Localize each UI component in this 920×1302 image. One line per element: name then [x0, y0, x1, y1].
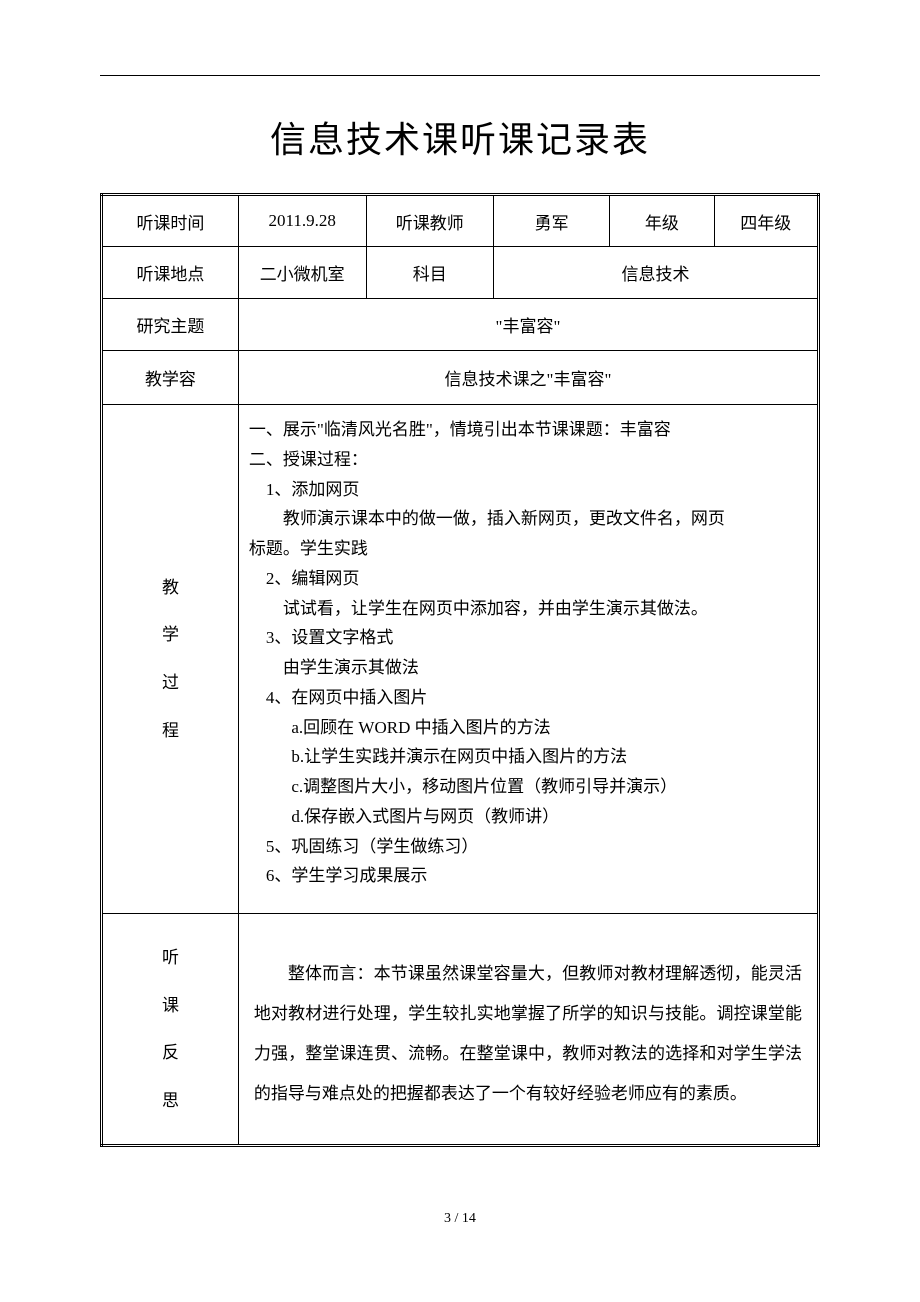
- reflection-row: 听 课 反 思 整体而言：本节课虽然课堂容量大，但教师对教材理解透彻，能灵活地对…: [102, 914, 819, 1146]
- process-line: 由学生演示其做法: [249, 653, 807, 683]
- process-line: 试试看，让学生在网页中添加容，并由学生演示其做法。: [249, 594, 807, 624]
- process-char-2: 过: [162, 659, 179, 707]
- process-line: 5、巩固练习（学生做练习）: [249, 832, 807, 862]
- process-line: c.调整图片大小，移动图片位置（教师引导并演示）: [249, 772, 807, 802]
- time-label: 听课时间: [102, 195, 239, 247]
- process-line: 4、在网页中插入图片: [249, 683, 807, 713]
- process-char-0: 教: [162, 564, 179, 612]
- process-label: 教 学 过 程: [102, 405, 239, 914]
- teacher-value: 勇军: [494, 195, 610, 247]
- process-row: 教 学 过 程 一、展示"临清风光名胜"，情境引出本节课课题：丰富容 二、授课过…: [102, 405, 819, 914]
- process-line: b.让学生实践并演示在网页中插入图片的方法: [249, 742, 807, 772]
- reflection-label: 听 课 反 思: [102, 914, 239, 1146]
- location-label: 听课地点: [102, 247, 239, 299]
- page-title: 信息技术课听课记录表: [100, 111, 820, 163]
- process-content: 一、展示"临清风光名胜"，情境引出本节课课题：丰富容 二、授课过程： 1、添加网…: [238, 405, 818, 914]
- reflection-char-2: 反: [162, 1029, 179, 1077]
- page-number: 3 / 14: [0, 1211, 920, 1227]
- subject-value: 信息技术: [494, 247, 819, 299]
- location-value: 二小微机室: [238, 247, 366, 299]
- content-label: 教学容: [102, 351, 239, 405]
- process-line: a.回顾在 WORD 中插入图片的方法: [249, 713, 807, 743]
- process-line: 教师演示课本中的做一做，插入新网页，更改文件名，网页: [249, 504, 807, 534]
- topic-value: "丰富容": [238, 299, 818, 351]
- header-row-3: 研究主题 "丰富容": [102, 299, 819, 351]
- process-line: 1、添加网页: [249, 475, 807, 505]
- process-line: 二、授课过程：: [249, 445, 807, 475]
- subject-label: 科目: [366, 247, 494, 299]
- process-line: 一、展示"临清风光名胜"，情境引出本节课课题：丰富容: [249, 415, 807, 445]
- spacer: [249, 891, 807, 903]
- process-line: 标题。学生实践: [249, 534, 807, 564]
- process-line: 2、编辑网页: [249, 564, 807, 594]
- header-row-4: 教学容 信息技术课之"丰富容": [102, 351, 819, 405]
- reflection-char-1: 课: [162, 982, 179, 1030]
- grade-label: 年级: [610, 195, 714, 247]
- grade-value: 四年级: [714, 195, 818, 247]
- reflection-content: 整体而言：本节课虽然课堂容量大，但教师对教材理解透彻，能灵活地对教材进行处理，学…: [238, 914, 818, 1146]
- header-row-2: 听课地点 二小微机室 科目 信息技术: [102, 247, 819, 299]
- process-char-3: 程: [162, 707, 179, 755]
- process-line: 6、学生学习成果展示: [249, 861, 807, 891]
- process-line: 3、设置文字格式: [249, 623, 807, 653]
- reflection-char-3: 思: [162, 1077, 179, 1125]
- top-divider: [100, 75, 820, 76]
- process-char-1: 学: [162, 611, 179, 659]
- reflection-char-0: 听: [162, 934, 179, 982]
- record-table: 听课时间 2011.9.28 听课教师 勇军 年级 四年级 听课地点 二小微机室…: [100, 193, 820, 1147]
- content-value: 信息技术课之"丰富容": [238, 351, 818, 405]
- process-line: d.保存嵌入式图片与网页（教师讲）: [249, 802, 807, 832]
- header-row-1: 听课时间 2011.9.28 听课教师 勇军 年级 四年级: [102, 195, 819, 247]
- teacher-label: 听课教师: [366, 195, 494, 247]
- time-value: 2011.9.28: [238, 195, 366, 247]
- topic-label: 研究主题: [102, 299, 239, 351]
